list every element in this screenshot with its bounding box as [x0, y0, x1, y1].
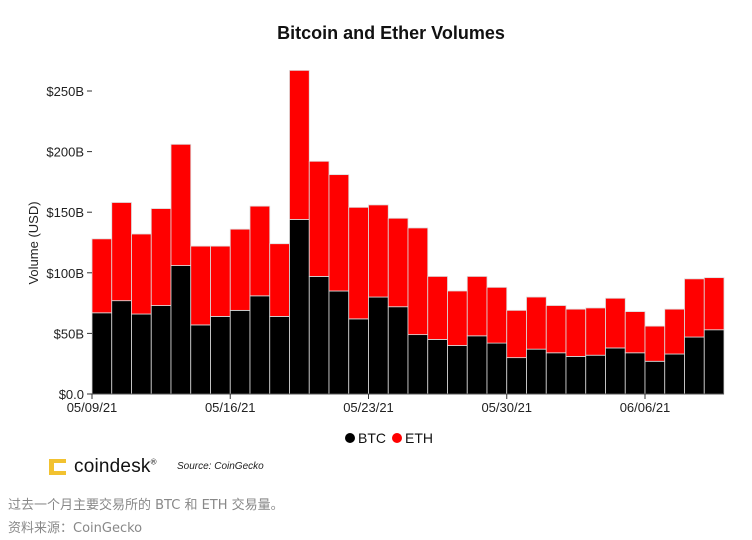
bar-btc-05/31/21 — [526, 348, 547, 395]
bar-btc-05/29/21 — [486, 342, 508, 395]
y-axis-label: Volume (USD) — [26, 201, 41, 284]
bar-btc-05/14/21 — [190, 324, 211, 395]
x-axis: 05/09/21 05/16/21 05/23/21 05/30/21 06/06/21 — [67, 393, 724, 415]
bar-btc-05/21/21 — [328, 290, 350, 395]
bar-eth-06/08/21 — [684, 278, 705, 338]
x-tick-label: 05/30/21 — [481, 400, 532, 415]
bar-eth-05/28/21 — [466, 276, 488, 337]
legend-marker-eth — [392, 433, 402, 443]
bar-eth-05/31/21 — [526, 296, 547, 350]
bar-eth-06/05/21 — [624, 311, 646, 354]
bar-btc-05/11/21 — [131, 313, 152, 395]
bar-btc-05/12/21 — [150, 305, 172, 395]
bar-eth-05/27/21 — [447, 290, 468, 346]
bar-btc-05/17/21 — [249, 295, 271, 395]
coindesk-logo: coindesk® — [48, 456, 157, 478]
bar-eth-05/26/21 — [427, 276, 448, 340]
bar-eth-05/17/21 — [249, 205, 271, 297]
bar-eth-06/03/21 — [585, 307, 606, 356]
stacked-bar-chart: Bitcoin and Ether Volumes Volume (USD) $… — [26, 23, 725, 446]
chart-title: Bitcoin and Ether Volumes — [277, 23, 505, 43]
bar-btc-05/24/21 — [387, 306, 409, 395]
y-tick-label: $250B — [46, 84, 84, 99]
y-tick-label: $100B — [46, 266, 84, 281]
bar-btc-05/26/21 — [427, 339, 448, 395]
bar-btc-05/16/21 — [229, 309, 251, 395]
bar-btc-05/20/21 — [308, 276, 330, 395]
bar-eth-05/16/21 — [229, 228, 251, 311]
y-tick-label: $0.0 — [59, 387, 84, 402]
bar-btc-05/25/21 — [407, 334, 429, 395]
bar-eth-05/25/21 — [407, 227, 429, 336]
bar-eth-05/12/21 — [150, 208, 172, 306]
bar-eth-05/14/21 — [190, 245, 211, 326]
y-tick-label: $200B — [46, 145, 84, 160]
bar-eth-05/23/21 — [368, 204, 389, 298]
x-tick-label: 06/06/21 — [620, 400, 671, 415]
source-note: Source: CoinGecko — [177, 461, 264, 472]
bars — [91, 69, 725, 395]
coindesk-logo-text: coindesk® — [74, 456, 157, 477]
x-tick-label: 05/23/21 — [343, 400, 394, 415]
x-tick-label: 05/09/21 — [67, 400, 118, 415]
caption-line-1: 过去一个月主要交易所的 BTC 和 ETH 交易量。 — [8, 498, 284, 513]
bar-btc-06/01/21 — [545, 352, 567, 395]
bar-eth-05/15/21 — [210, 245, 231, 317]
bar-btc-06/07/21 — [664, 353, 685, 395]
y-tick-label: $150B — [46, 205, 84, 220]
bar-btc-05/28/21 — [466, 335, 488, 395]
bar-eth-06/09/21 — [703, 277, 725, 331]
bar-btc-06/05/21 — [624, 352, 646, 395]
bar-btc-06/03/21 — [585, 354, 606, 395]
legend-label-btc: BTC — [358, 430, 386, 446]
bar-btc-06/04/21 — [605, 347, 626, 395]
bar-btc-05/27/21 — [447, 345, 468, 395]
bar-btc-05/22/21 — [348, 318, 369, 395]
bar-eth-05/13/21 — [170, 143, 192, 266]
bar-eth-05/24/21 — [387, 217, 409, 308]
legend-label-eth: ETH — [405, 430, 433, 446]
bar-btc-05/23/21 — [368, 296, 389, 395]
bar-btc-05/09/21 — [91, 312, 113, 395]
bar-eth-05/10/21 — [111, 202, 132, 302]
bar-btc-06/08/21 — [684, 336, 705, 395]
bar-eth-06/01/21 — [545, 305, 567, 354]
bar-eth-05/09/21 — [91, 238, 113, 314]
bar-eth-05/29/21 — [486, 286, 508, 344]
bar-eth-05/30/21 — [506, 309, 527, 359]
bar-eth-06/02/21 — [565, 308, 587, 357]
coindesk-logo-icon — [49, 459, 66, 475]
bar-btc-06/09/21 — [703, 329, 725, 395]
bar-btc-05/18/21 — [269, 316, 290, 395]
bar-btc-05/13/21 — [170, 265, 192, 395]
bar-eth-06/06/21 — [644, 325, 666, 362]
bar-eth-05/11/21 — [131, 233, 152, 315]
y-axis: $0.0 $50B $100B $150B $200B $250B — [46, 84, 92, 402]
bar-eth-05/21/21 — [328, 174, 350, 292]
y-tick-label: $50B — [54, 326, 84, 341]
bar-btc-06/02/21 — [565, 356, 587, 395]
legend-marker-btc — [345, 433, 355, 443]
bar-btc-05/10/21 — [111, 300, 132, 395]
x-tick-label: 05/16/21 — [205, 400, 256, 415]
bar-eth-05/19/21 — [289, 69, 310, 220]
bar-eth-06/07/21 — [664, 308, 685, 355]
legend: BTC ETH — [345, 430, 433, 446]
bar-btc-05/15/21 — [210, 316, 231, 395]
bar-btc-05/30/21 — [506, 357, 527, 395]
bar-eth-05/18/21 — [269, 243, 290, 317]
bar-eth-05/20/21 — [308, 160, 330, 277]
caption-line-2: 资料来源：CoinGecko — [8, 521, 143, 536]
bar-btc-05/19/21 — [289, 219, 310, 395]
bar-eth-06/04/21 — [605, 297, 626, 349]
bar-eth-05/22/21 — [348, 206, 369, 320]
bar-btc-06/06/21 — [644, 360, 666, 395]
